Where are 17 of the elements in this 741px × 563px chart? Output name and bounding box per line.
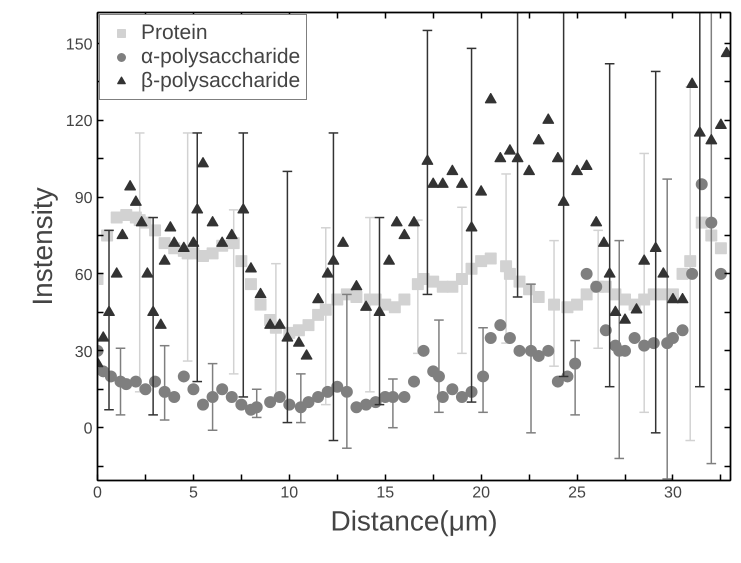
y-axis-title: Instensity [26, 187, 58, 306]
legend-label: Protein [141, 21, 208, 45]
y-tick-label: 60 [74, 266, 93, 284]
x-tick-label: 10 [280, 484, 298, 502]
x-tick-label: 5 [188, 484, 198, 502]
y-tick-label: 30 [74, 344, 93, 361]
y-tick-label: 0 [84, 420, 93, 438]
x-tick-label: 20 [472, 484, 490, 502]
x-axis-title: Distance(μm) [330, 506, 498, 536]
y-tick-label: 150 [66, 36, 93, 54]
y-tick-label: 90 [74, 190, 93, 208]
legend-label: α-polysaccharide [141, 45, 300, 69]
x-tick-label: 30 [664, 484, 682, 502]
legend-label: β-polysaccharide [141, 69, 300, 93]
y-tick-label: 120 [66, 113, 93, 130]
x-tick-label: 15 [376, 484, 394, 502]
x-tick-label: 25 [568, 484, 586, 502]
